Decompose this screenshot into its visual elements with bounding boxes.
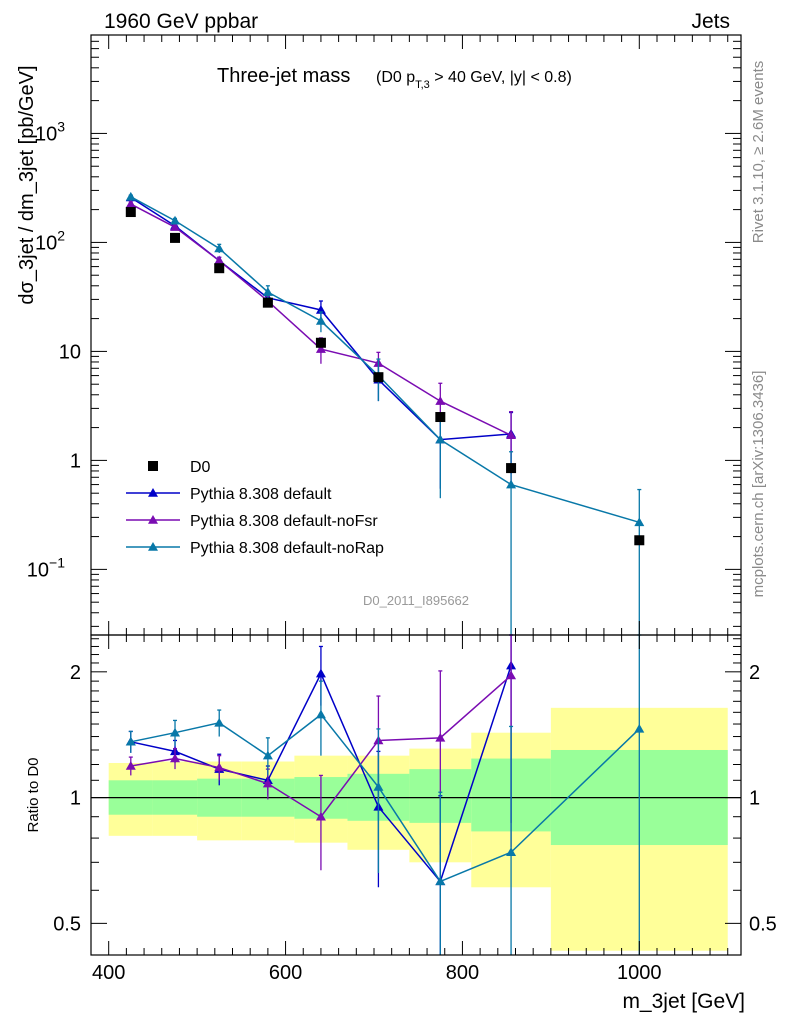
ratio-point-2 (125, 736, 136, 746)
ratio-data-layer (125, 634, 645, 955)
series-point-2 (125, 191, 136, 201)
series-point-2 (435, 434, 446, 444)
ratio-point-0 (315, 668, 326, 678)
ratio-point-2 (373, 782, 384, 791)
legend-label: Pythia 8.308 default-noRap (190, 540, 384, 557)
data-point (125, 207, 136, 218)
ratio-bands (91, 707, 741, 951)
series-point-1 (170, 222, 181, 231)
legend-marker (148, 542, 158, 551)
series-line-1 (130, 203, 512, 436)
ratio-point-2 (435, 876, 446, 886)
ratio-point-2 (634, 723, 645, 733)
mcplots-label: mcplots.cern.ch [arXiv:1306.3436] (750, 371, 767, 598)
y-tick-label: 10 (59, 341, 81, 363)
ratio-panel: 2 2 1 1 0.5 0.5 400 600 800 1000 Ratio to D0 m_3j… (25, 634, 777, 1013)
category-label: Jets (691, 10, 730, 33)
subtitle-subscript: T,3 (415, 79, 430, 91)
series-point-1 (125, 199, 136, 208)
ratio-point-1 (262, 778, 273, 788)
x-axis-label: m_3jet [GeV] (622, 990, 745, 1013)
ratio-point-1 (125, 761, 136, 770)
rivet-label: Rivet 3.1.10, ≥ 2.6M events (750, 61, 767, 244)
title-text: Three-jet mass (217, 65, 350, 87)
ratio-point-2 (506, 847, 517, 856)
legend: D0 Pythia 8.308 default Pythia 8.308 defau… (126, 459, 384, 557)
ratio-point-1 (170, 753, 181, 763)
series-point-2 (214, 243, 225, 253)
x-tick-label: 1000 (617, 962, 662, 984)
ratio-y-tick-label-right: 2 (749, 662, 760, 684)
series-point-1 (315, 344, 326, 353)
ratio-point-1 (315, 811, 326, 821)
ratio-series-line-0 (130, 665, 512, 883)
collider-label: 1960 GeV ppbar (104, 10, 258, 33)
y-tick-label: 10−1 (27, 554, 65, 581)
main-ylabel: dσ_3jet / dm_3jet [pb/GeV] (16, 65, 38, 304)
x-tick-label: 600 (269, 962, 302, 984)
data-point (506, 463, 517, 474)
series-point-2 (170, 215, 181, 225)
ratio-point-1 (214, 762, 225, 772)
ratio-point-2 (170, 727, 181, 737)
ratio-point-2 (214, 717, 225, 727)
legend-marker-data (148, 461, 158, 471)
data-point (315, 337, 326, 348)
ratio-series-line-1 (130, 674, 512, 818)
data-point (214, 263, 225, 274)
data-point (435, 412, 446, 423)
legend-label: D0 (190, 459, 211, 476)
legend-label: Pythia 8.308 default (190, 486, 332, 503)
main-title: Three-jet mass (217, 65, 350, 87)
y-tick-label: 102 (35, 227, 65, 254)
series-point-1 (214, 255, 225, 265)
x-tick-label: 400 (92, 962, 125, 984)
main-subtitle: (D0 pT,3 > 40 GeV, |y| < 0.8) (376, 69, 572, 91)
legend-marker (148, 488, 158, 497)
analysis-watermark: D0_2011_I895662 (363, 593, 469, 608)
ratio-ylabel: Ratio to D0 (25, 757, 42, 832)
legend-marker (148, 515, 158, 524)
series-point-2 (262, 287, 273, 296)
ratio-point-1 (435, 732, 446, 742)
ratio-y-tick-label: 0.5 (53, 913, 81, 935)
data-point (170, 232, 181, 243)
ratio-y-tick-label-right: 1 (749, 788, 760, 810)
ratio-y-tick-label-right: 0.5 (749, 913, 777, 935)
series-point-1 (435, 396, 446, 405)
y-tick-exponent: −1 (49, 554, 65, 570)
data-point (634, 535, 645, 546)
x-tick-label: 800 (446, 962, 479, 984)
ratio-axes: 2 2 1 1 0.5 0.5 400 600 800 1000 (53, 635, 777, 984)
ratio-frame (90, 634, 742, 956)
series-point-2 (506, 479, 517, 489)
series-point-1 (506, 430, 517, 440)
y-tick-exponent: 2 (57, 227, 65, 243)
legend-label: Pythia 8.308 default-noFsr (190, 513, 378, 530)
data-point (373, 372, 384, 383)
ratio-y-tick-label: 2 (70, 662, 81, 684)
y-tick-label: 1 (70, 450, 81, 472)
main-data-layer (125, 191, 645, 635)
series-point-0 (315, 304, 326, 314)
series-point-2 (315, 316, 326, 325)
series-point-2 (634, 517, 645, 527)
y-tick-label: 103 (35, 118, 65, 145)
ratio-point-1 (506, 670, 517, 680)
ratio-y-tick-label: 1 (70, 788, 81, 810)
ratio-point-2 (315, 709, 326, 719)
y-tick-exponent: 3 (57, 118, 65, 134)
data-point (262, 297, 273, 308)
ratio-point-2 (262, 750, 273, 760)
